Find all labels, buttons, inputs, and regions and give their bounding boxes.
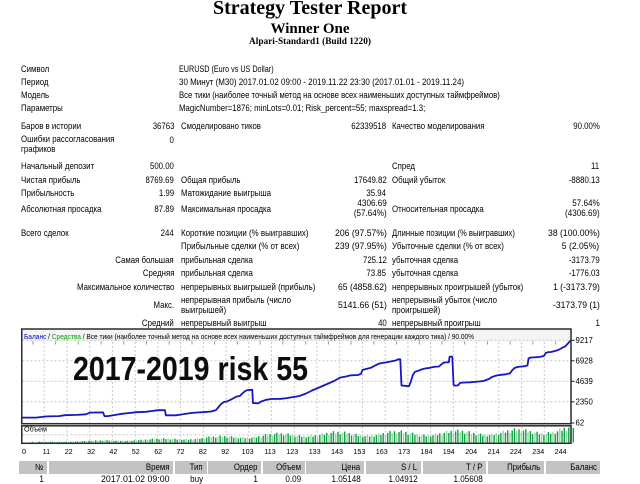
svg-text:123: 123 — [286, 447, 298, 456]
svg-text:234: 234 — [532, 447, 544, 456]
svg-text:6928: 6928 — [576, 357, 593, 366]
svg-text:22: 22 — [65, 447, 73, 456]
svg-text:4639: 4639 — [576, 377, 593, 386]
svg-text:204: 204 — [465, 447, 477, 456]
svg-text:184: 184 — [421, 447, 433, 456]
svg-text:Баланс / Средства / Все тики (: Баланс / Средства / Все тики (наиболее т… — [24, 332, 475, 341]
svg-text:72: 72 — [177, 447, 185, 456]
svg-text:62: 62 — [576, 419, 585, 428]
svg-text:194: 194 — [443, 447, 455, 456]
svg-text:9217: 9217 — [576, 336, 593, 345]
svg-text:103: 103 — [242, 447, 254, 456]
svg-text:42: 42 — [109, 447, 117, 456]
svg-text:2017-2019 risk 55: 2017-2019 risk 55 — [73, 350, 308, 387]
svg-text:32: 32 — [87, 447, 95, 456]
svg-text:0: 0 — [22, 447, 26, 456]
svg-text:92: 92 — [221, 447, 229, 456]
svg-text:244: 244 — [555, 447, 567, 456]
svg-text:133: 133 — [309, 447, 321, 456]
svg-text:143: 143 — [331, 447, 343, 456]
svg-text:153: 153 — [353, 447, 365, 456]
svg-text:224: 224 — [510, 447, 522, 456]
svg-text:11: 11 — [43, 447, 50, 456]
svg-text:82: 82 — [199, 447, 207, 456]
svg-text:Объем: Объем — [24, 424, 47, 433]
svg-text:173: 173 — [398, 447, 410, 456]
svg-text:62: 62 — [154, 447, 162, 456]
svg-text:163: 163 — [376, 447, 388, 456]
svg-text:113: 113 — [264, 447, 275, 456]
svg-text:2350: 2350 — [576, 398, 594, 407]
svg-text:214: 214 — [488, 447, 500, 456]
svg-text:52: 52 — [132, 447, 140, 456]
